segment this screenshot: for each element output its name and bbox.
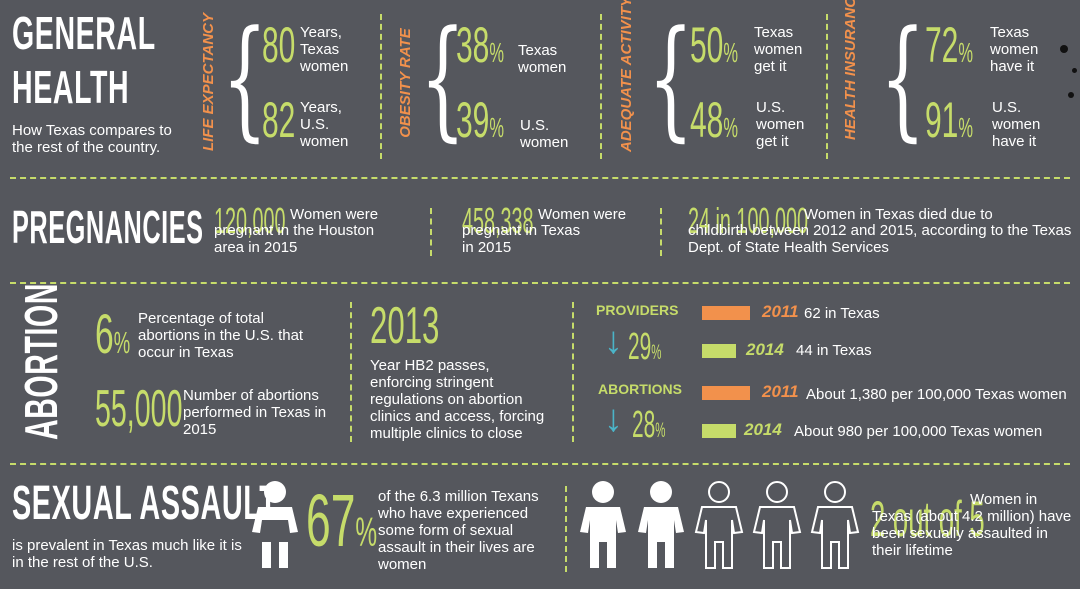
- stat-text-2: U.S. women: [520, 117, 569, 151]
- decorative-dot: [1072, 68, 1077, 73]
- brace-icon: {: [420, 2, 466, 154]
- stat-value-2: 39%: [456, 92, 505, 148]
- pregnancies-title: PREGNANCIES: [12, 201, 204, 253]
- stat-text-1: Years, Texas women: [300, 24, 349, 75]
- divider: [430, 208, 432, 256]
- providers-label: PROVIDERS: [596, 302, 679, 318]
- decorative-dot: [1060, 45, 1068, 53]
- abortions-2011-text: About 1,380 per 100,000 Texas women: [806, 386, 1067, 403]
- brace-icon: {: [222, 2, 268, 154]
- brace-icon: {: [880, 2, 926, 154]
- general-health-subtitle: How Texas compares to the rest of the co…: [12, 122, 172, 156]
- stat-text-1: Texas women have it: [990, 24, 1039, 75]
- abortions-change: 28%: [632, 404, 666, 446]
- bar-providers-2011: [702, 306, 750, 320]
- assault-title: SEXUAL ASSAULT: [12, 477, 278, 530]
- abortion-pct-text: Percentage of total abortions in the U.S…: [138, 310, 304, 361]
- bar-abortions-2014: [702, 424, 736, 438]
- section-divider: [10, 177, 1070, 179]
- year-label: 2014: [744, 420, 782, 439]
- year-label: 2014: [746, 340, 784, 359]
- abortions-2014-text: About 980 per 100,000 Texas women: [794, 423, 1043, 440]
- assault-ratio-text: Women in Texas (about 4.2 million) have …: [872, 491, 1072, 559]
- assault-ratio-value: 2 out of 5: [870, 491, 985, 547]
- divider: [660, 208, 662, 256]
- divider: [600, 14, 602, 159]
- providers-2014-text: 44 in Texas: [796, 342, 872, 359]
- person-icon-highlight: [252, 481, 298, 568]
- pregnancy-text1-deaths: Women in Texas died due to: [804, 206, 993, 223]
- pregnancy-value-houston: 120,000: [214, 200, 286, 241]
- providers-change: 29%: [628, 326, 662, 368]
- assault-subtitle: is prevalent in Texas much like it is in…: [12, 537, 242, 571]
- stat-value-1: 38%: [456, 17, 505, 73]
- stat-label: OBESITY RATE: [397, 28, 414, 138]
- person-icon-filled: [638, 481, 684, 568]
- section-divider: [10, 282, 1070, 284]
- bar-abortions-2011: [702, 386, 750, 400]
- divider: [572, 302, 574, 442]
- stat-value-2: 82: [262, 92, 296, 148]
- person-icon-filled: [580, 481, 626, 568]
- section-divider: [10, 463, 1070, 465]
- year-label: 2011: [762, 302, 799, 321]
- arrow-down-icon: ↓: [604, 398, 623, 440]
- pregnancy-value-deaths: 24 in 100,000: [688, 200, 809, 241]
- providers-2011-text: 62 in Texas: [804, 305, 880, 322]
- decorative-dot: [1068, 92, 1074, 98]
- stat-text-1: Texas women get it: [754, 24, 803, 75]
- stat-value-1: 72%: [925, 17, 974, 73]
- abortion-count-text: Number of abortions performed in Texas i…: [183, 387, 327, 438]
- brace-icon: {: [648, 2, 694, 154]
- divider: [350, 302, 352, 442]
- abortion-count-value: 55,000: [95, 380, 183, 438]
- pregnancy-value-texas: 458,338: [462, 200, 534, 241]
- pregnancy-text2-houston: pregnant in the Houston area in 2015: [214, 222, 375, 256]
- year-label: 2011: [762, 382, 799, 401]
- general-health-title-2: HEALTH: [12, 61, 130, 113]
- assault-pct-text: of the 6.3 million Texans who have exper…: [378, 488, 539, 573]
- divider: [380, 14, 382, 159]
- stat-value-2: 48%: [690, 92, 739, 148]
- pregnancy-text2-deaths: childbirth between 2012 and 2015, accord…: [688, 222, 1072, 256]
- abortion-pct-value: 6%: [95, 302, 131, 365]
- hb2-year-text: Year HB2 passes, enforcing stringent reg…: [370, 357, 545, 442]
- pregnancy-text1-texas: Women were: [538, 206, 627, 223]
- bar-providers-2014: [702, 344, 736, 358]
- stat-label: ADEQUATE ACTIVITY: [618, 0, 635, 152]
- arrow-down-icon: ↓: [604, 320, 623, 362]
- stat-value-1: 50%: [690, 17, 739, 73]
- person-icon-outline: [752, 481, 802, 569]
- stat-label: LIFE EXPECTANCY: [200, 12, 217, 152]
- stat-text-1: Texas women: [518, 42, 567, 76]
- general-health-title-1: GENERAL: [12, 7, 156, 59]
- stat-text-2: U.S. women have it: [992, 99, 1041, 150]
- abortions-label: ABORTIONS: [598, 381, 682, 397]
- stat-text-2: U.S. women get it: [756, 99, 805, 150]
- stat-value-1: 80: [262, 17, 296, 73]
- abortion-title: ABORTION: [15, 282, 67, 440]
- person-icon-outline: [694, 481, 744, 569]
- stat-value-2: 91%: [925, 92, 974, 148]
- divider: [826, 14, 828, 159]
- divider: [565, 486, 567, 572]
- pregnancy-text2-texas: pregnant in Texas in 2015: [462, 222, 581, 256]
- assault-pct-value: 67%: [306, 479, 378, 562]
- hb2-year-value: 2013: [370, 297, 440, 355]
- pregnancy-text1-houston: Women were: [290, 206, 379, 223]
- stat-label: HEALTH INSURANCE: [842, 0, 859, 140]
- person-icon-outline: [810, 481, 860, 569]
- stat-text-2: Years, U.S. women: [300, 99, 349, 150]
